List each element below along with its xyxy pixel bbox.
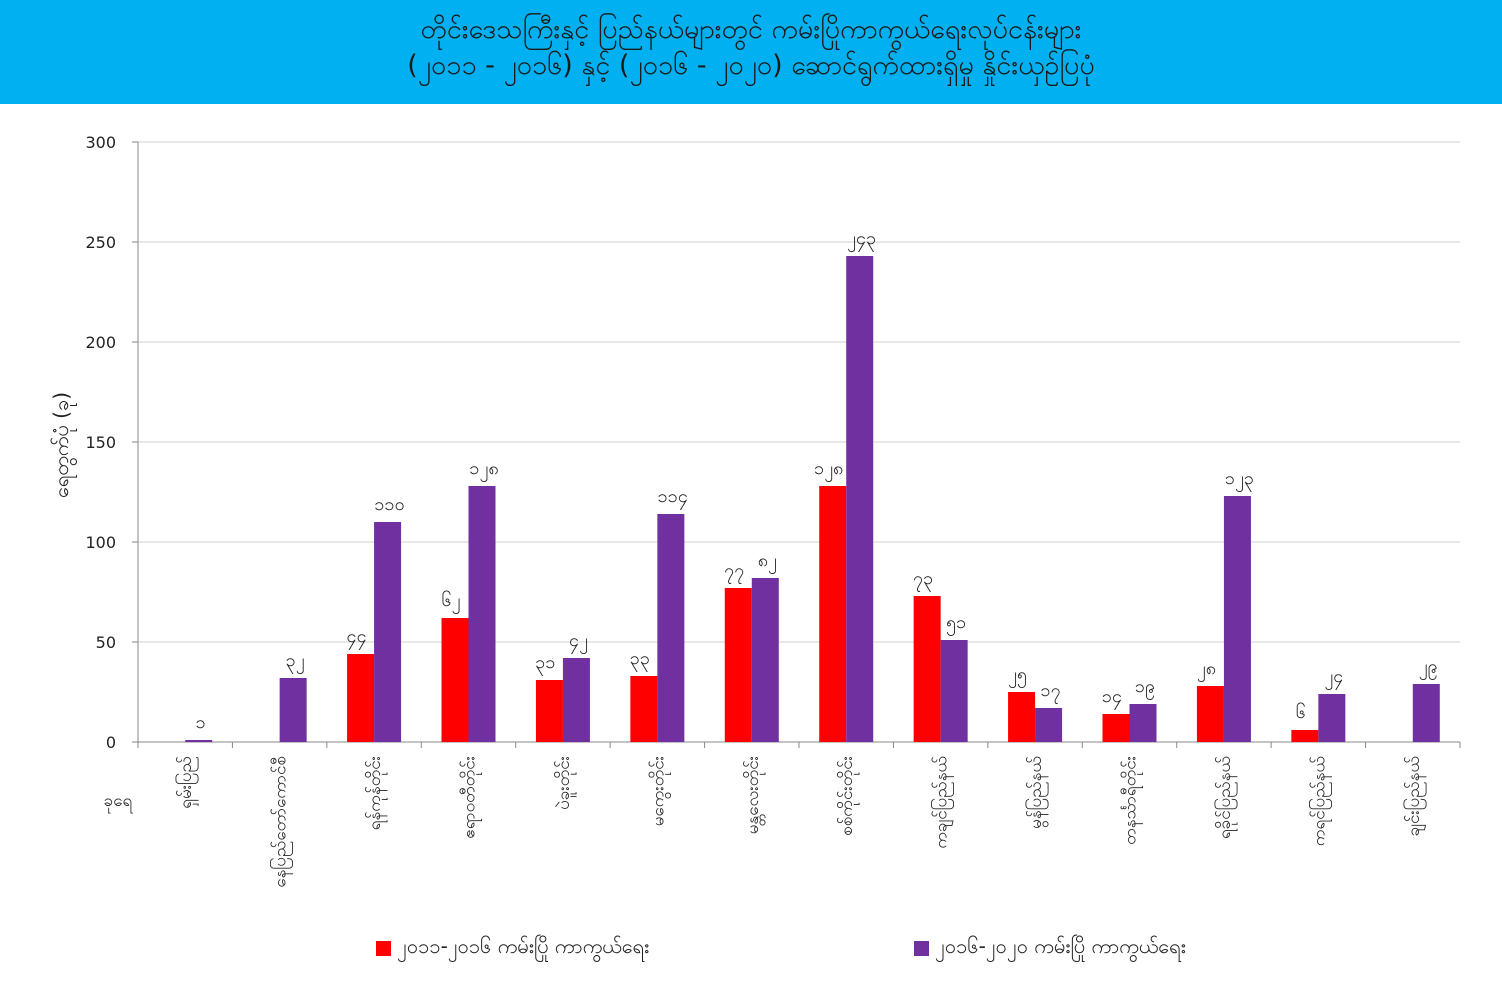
category-labels: ရှမ်းပြည် နေပြည်တော်ကောင်စီ ရန်ကုန်တိုင်း ဧ… <box>174 756 1427 888</box>
x-category-label: မန္တလေးတိုင်း <box>743 756 766 834</box>
legend-label-series-1: ၂၀၁၁-၂၀၁၆ ကမ်းပြို ကာကွယ်ရေး <box>397 934 650 958</box>
y-tick-label: 0 <box>106 733 116 752</box>
x-category-label: ကချင်ပြည်နယ် <box>930 756 955 849</box>
bar-series-2 <box>1223 496 1251 742</box>
y-tick-label: 100 <box>85 533 116 552</box>
bar-series-1 <box>347 654 375 742</box>
data-label-series-1: ၆ <box>1296 702 1306 723</box>
data-label-series-2: ၁၂၃ <box>1225 468 1254 492</box>
data-label-series-1: ၁၂၈ <box>814 458 843 482</box>
y-tick-label: 200 <box>85 333 116 352</box>
y-tick-label: 250 <box>85 233 116 252</box>
y-tick-label: 300 <box>85 133 116 152</box>
legend-item-series-1: ၂၀၁၁-၂၀၁၆ ကမ်းပြို ကာကွယ်ရေး <box>376 932 649 964</box>
data-label-series-2: ၄၂ <box>569 630 588 654</box>
x-category-label: မကွေးတိုင်း <box>648 756 671 826</box>
bar-series-2 <box>846 256 874 742</box>
data-label-series-2: ၁ <box>196 712 206 733</box>
y-axis-label: ရေတွက်ပုံ (ခု) <box>49 392 77 498</box>
bar-series-2 <box>468 486 496 742</box>
y-tick-label: 50 <box>96 633 116 652</box>
chart-title-line-1: တိုင်းဒေသကြီးနှင့် ပြည်နယ်များတွင် ကမ်းပ… <box>420 14 1082 45</box>
x-category-label: ပဲခူးတိုင်း <box>554 756 577 810</box>
bar-series-2 <box>374 522 402 742</box>
legend-label-series-2: ၂၀၁၆-၂၀၂၀ ကမ်းပြို ကာကွယ်ရေး <box>935 934 1186 958</box>
bar-series-1 <box>1196 686 1224 742</box>
data-label-series-2: ၁၁၄ <box>658 486 688 510</box>
data-label-series-2: ၁၇ <box>1040 680 1060 704</box>
x-category-label: ချင်းပြည်နယ် <box>1402 756 1427 836</box>
x-category-label: ရန်ကုန်တိုင်း <box>365 756 388 830</box>
data-label-series-1: ၆၂ <box>442 590 461 614</box>
gridlines <box>138 141 1460 643</box>
data-label-series-2: ၃၂ <box>286 650 305 674</box>
bars <box>185 256 1440 742</box>
data-label-series-1: ၃၃ <box>630 648 650 672</box>
x-category-label: ဧရာဝတီတိုင်း <box>460 756 483 839</box>
bar-series-1 <box>535 680 563 742</box>
data-label-series-1: ၄၄ <box>346 626 366 650</box>
data-label-series-2: ၅၁ <box>946 612 966 636</box>
bar-series-2 <box>1035 708 1063 742</box>
data-label-series-1: ၃၁ <box>535 652 555 676</box>
bar-series-2 <box>562 658 590 742</box>
bar-series-2 <box>657 514 685 742</box>
data-label-series-2: ၂၄ <box>1324 666 1343 690</box>
bar-series-2 <box>1412 684 1440 742</box>
data-label-series-2: ၁၉ <box>1135 676 1155 700</box>
data-label-series-2: ၈၂ <box>758 550 777 574</box>
bar-series-1 <box>630 676 658 742</box>
bar-series-1 <box>1102 714 1130 742</box>
data-label-series-1: ၂၅ <box>1008 664 1027 688</box>
bar-series-2 <box>185 740 213 742</box>
data-label-series-1: ၇၇ <box>724 560 744 584</box>
bar-series-2 <box>751 578 779 742</box>
bar-series-2 <box>940 640 968 742</box>
x-category-label: တနင်္သာရီတိုင်း <box>1121 756 1144 845</box>
title-banner: တိုင်းဒေသကြီးနှင့် ပြည်နယ်များတွင် ကမ်းပ… <box>0 0 1502 104</box>
data-label-series-2: ၁၁၀ <box>374 494 404 515</box>
x-category-label: ရှမ်းပြည် <box>174 756 199 809</box>
bar-series-1 <box>724 588 752 742</box>
data-label-series-1: ၂၈ <box>1197 658 1216 682</box>
data-label-series-2: ၂၉ <box>1419 656 1438 680</box>
legend-swatch-series-1 <box>376 940 391 956</box>
x-axis-label: ခုရေ <box>104 791 134 814</box>
bar-series-1 <box>1008 692 1036 742</box>
legend-swatch-series-2 <box>914 940 929 956</box>
y-tick-label: 150 <box>85 433 116 452</box>
bar-series-1 <box>819 486 847 742</box>
legend-item-series-2: ၂၀၁၆-၂၀၂၀ ကမ်းပြို ကာကွယ်ရေး <box>914 932 1186 964</box>
data-label-series-1: ၇၃ <box>913 568 933 592</box>
data-label-series-2: ၁၂၈ <box>469 458 498 482</box>
x-category-label: ရခိုင်ပြည်နယ် <box>1213 756 1238 839</box>
data-label-series-1: ၁၄ <box>1102 686 1122 710</box>
bar-series-1 <box>441 618 469 742</box>
bar-series-1 <box>913 596 941 742</box>
x-category-label: မွန်ပြည်နယ် <box>1024 756 1049 829</box>
chart-title-line-2: (၂၀၁၁ - ၂၀၁၆) နှင့် (၂၀၁၆ - ၂၀၂၀) ဆောင်ရ… <box>407 50 1095 81</box>
data-label-series-2: ၂၄၃ <box>847 228 876 252</box>
bar-series-2 <box>279 678 307 742</box>
x-category-label: စစ်ကိုင်းတိုင်း <box>837 756 860 836</box>
bar-series-2 <box>1129 704 1157 742</box>
bar-series-1 <box>1291 730 1319 742</box>
x-category-label: ကရင်ပြည်နယ် <box>1307 756 1332 846</box>
x-category-label: နေပြည်တော်ကောင်စီ <box>269 756 294 888</box>
bar-series-2 <box>1318 694 1346 742</box>
